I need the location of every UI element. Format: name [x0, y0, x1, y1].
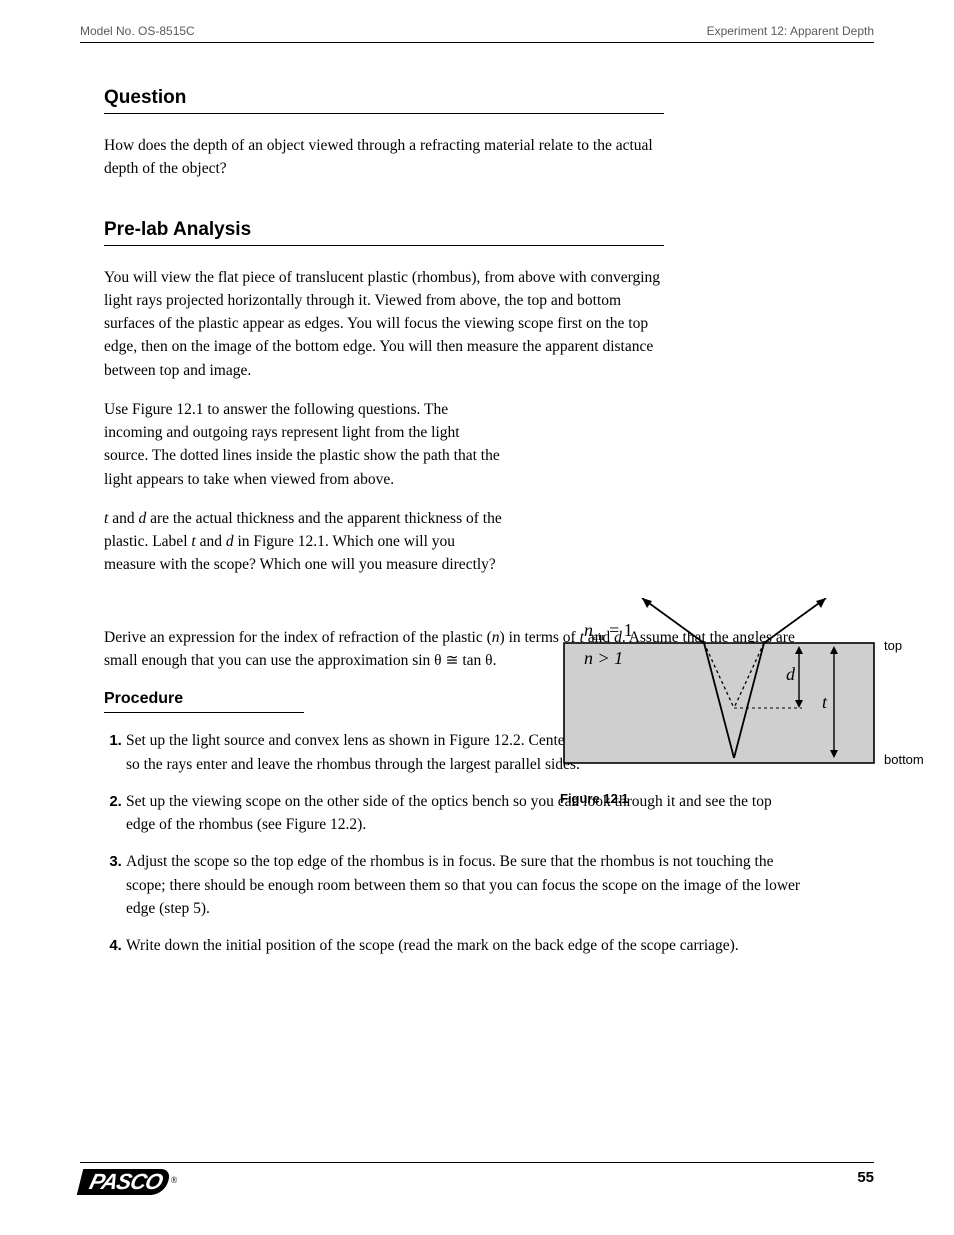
running-head: Model No. OS-8515C Experiment 12: Appare… — [80, 24, 874, 42]
procedure-step: Adjust the scope so the top edge of the … — [126, 850, 804, 920]
figure-12-1: nair = 1 n > 1 d t top bottom Figure 12.… — [554, 598, 924, 806]
prelab-p1: You will view the flat piece of transluc… — [104, 266, 664, 382]
svg-text:bottom: bottom — [884, 752, 924, 767]
prelab-heading: Pre-lab Analysis — [104, 219, 874, 241]
page-footer: PASCO® 55 — [80, 1162, 874, 1195]
svg-text:top: top — [884, 638, 902, 653]
procedure-step: Write down the initial position of the s… — [126, 934, 804, 957]
top-rule — [80, 42, 874, 43]
svg-text:nair = 1: nair = 1 — [584, 620, 633, 643]
svg-text:d: d — [786, 664, 796, 684]
page-number: 55 — [857, 1169, 874, 1186]
prelab-rule — [104, 245, 664, 246]
figure-12-1-caption: Figure 12.1 — [560, 791, 924, 806]
running-head-right: Experiment 12: Apparent Depth — [707, 24, 874, 38]
question-heading: Question — [104, 87, 874, 109]
apparent-depth-diagram-icon: nair = 1 n > 1 d t top bottom — [554, 598, 924, 778]
prelab-p3: t and d are the actual thickness and the… — [104, 507, 504, 577]
prelab-p2: Use Figure 12.1 to answer the following … — [104, 398, 504, 491]
svg-text:n > 1: n > 1 — [584, 648, 623, 668]
question-rule — [104, 113, 664, 114]
running-head-left: Model No. OS-8515C — [80, 24, 195, 38]
question-body: How does the depth of an object viewed t… — [104, 134, 664, 181]
procedure-rule — [104, 712, 304, 713]
brand-logo: PASCO® — [80, 1169, 177, 1195]
